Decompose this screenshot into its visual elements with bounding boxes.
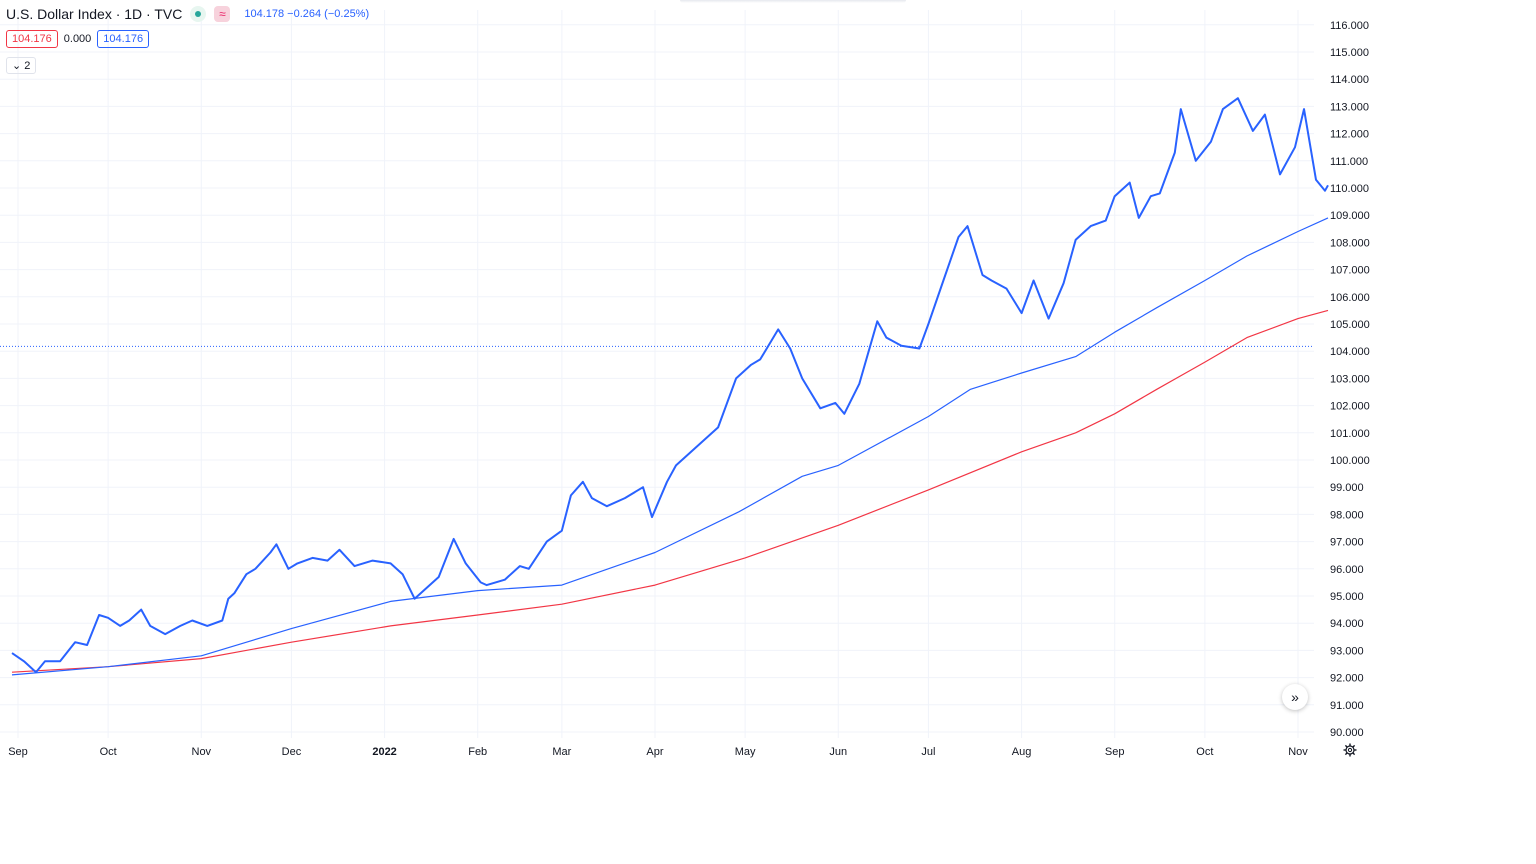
ma-red-line [11,309,1329,673]
x-tick-label: 2022 [372,746,396,758]
y-tick-label: 90.000 [1330,727,1364,739]
y-tick-label: 101.000 [1330,428,1370,440]
chevron-down-icon: ⌄ [12,60,22,72]
x-tick-label: Nov [1288,746,1308,758]
price-quote: 104.178 −0.264 (−0.25%) [244,8,370,20]
y-tick-label: 93.000 [1330,645,1364,657]
y-tick-label: 116.000 [1330,20,1369,32]
x-tick-label: Apr [646,746,663,758]
y-tick-label: 96.000 [1330,564,1364,576]
indicator-count: 2 [24,59,31,72]
chart-legend-header: U.S. Dollar Index · 1D · TVC ≈ 104.178 −… [6,6,369,22]
x-tick-label: Sep [8,746,28,758]
x-tick-label: May [735,746,756,758]
y-tick-label: 113.000 [1330,101,1369,113]
y-tick-label: 95.000 [1330,591,1364,603]
y-tick-label: 103.000 [1330,373,1370,385]
status-dot-icon [190,6,207,22]
y-tick-label: 106.000 [1330,292,1370,304]
y-tick-label: 104.000 [1330,346,1370,358]
series-group [11,97,1329,676]
x-tick-label: Feb [468,746,487,758]
x-tick-label: Mar [552,746,571,758]
y-tick-label: 99.000 [1330,482,1364,494]
x-tick-label: Aug [1012,746,1032,758]
double-chevron-right-icon: » [1291,689,1299,705]
wave-icon: ≈ [214,6,231,22]
y-tick-label: 100.000 [1330,455,1370,467]
red-ma-value: 104.176 [6,30,58,48]
y-tick-label: 114.000 [1330,74,1369,86]
top-toolbar-edge [680,0,906,3]
symbol-title[interactable]: U.S. Dollar Index · 1D · TVC [6,6,183,22]
gear-icon[interactable] [1342,742,1358,758]
indicators-collapse-button[interactable]: ⌄ 2 [6,57,37,74]
scroll-to-realtime-button[interactable]: » [1282,684,1308,710]
y-tick-label: 109.000 [1330,210,1370,222]
price-axis[interactable]: 90.000 91.000 92.000 93.000 94.000 95.000 96.0… [1330,20,1370,739]
x-tick-label: Jun [829,746,847,758]
y-tick-label: 92.000 [1330,673,1364,685]
x-tick-label: Oct [1196,746,1213,758]
x-tick-label: Sep [1105,746,1125,758]
ma-blue-line [11,217,1329,676]
x-tick-label: Dec [282,746,302,758]
y-tick-label: 115.000 [1330,47,1369,59]
spread-value: 0.000 [63,33,92,45]
y-tick-label: 91.000 [1330,700,1364,712]
y-tick-label: 94.000 [1330,618,1364,630]
y-tick-label: 107.000 [1330,265,1370,277]
y-tick-label: 97.000 [1330,537,1364,549]
y-tick-label: 108.000 [1330,237,1370,249]
x-tick-label: Nov [192,746,212,758]
x-tick-label: Oct [100,746,117,758]
y-tick-label: 111.000 [1330,156,1368,168]
x-tick-label: Jul [921,746,935,758]
y-tick-label: 98.000 [1330,509,1364,521]
time-axis[interactable]: Sep Oct Nov Dec 2022 Feb Mar Apr May Jun Jul Aug Sep… [8,746,1308,758]
blue-ma-value: 104.176 [97,30,150,48]
y-tick-label: 105.000 [1330,319,1370,331]
indicator-values-row: 104.176 0.000 104.176 [6,30,150,48]
y-tick-label: 110.000 [1330,183,1369,195]
y-tick-label: 112.000 [1330,129,1369,141]
price-line [11,97,1329,674]
grid [0,10,1314,738]
y-tick-label: 102.000 [1330,401,1370,413]
